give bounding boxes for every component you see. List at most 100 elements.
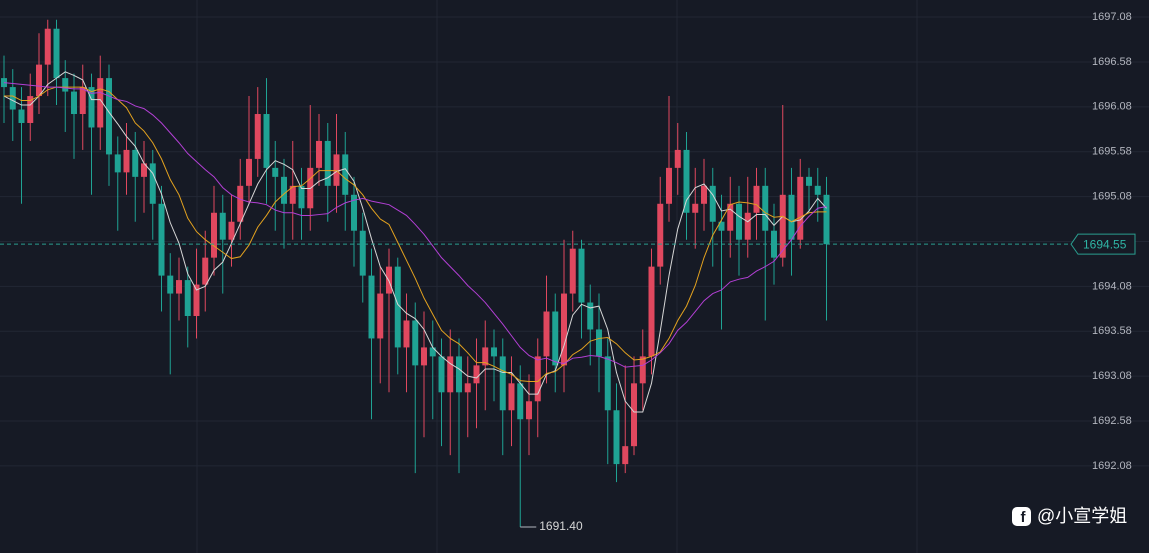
candle-body xyxy=(604,356,611,411)
candle-body xyxy=(814,185,821,195)
candle-body xyxy=(176,280,182,294)
candle-body xyxy=(429,347,436,357)
candle-body xyxy=(421,347,427,366)
candle-body xyxy=(237,185,244,222)
candle-body xyxy=(412,320,419,366)
candle-body xyxy=(184,280,191,316)
candle-body xyxy=(246,158,252,186)
y-tick-label: 1693.58 xyxy=(1092,325,1132,337)
candle-body xyxy=(473,365,480,384)
candle-body xyxy=(692,203,699,213)
candle-body xyxy=(211,212,217,258)
candle-body xyxy=(62,78,69,92)
candle-body xyxy=(508,383,515,411)
y-tick-label: 1692.58 xyxy=(1092,415,1132,427)
y-tick-label: 1697.08 xyxy=(1092,11,1132,23)
candle-body xyxy=(797,176,804,240)
candle-body xyxy=(736,203,742,240)
y-tick-label: 1696.58 xyxy=(1092,56,1132,68)
candle-body xyxy=(27,96,34,123)
candle-body xyxy=(491,347,497,357)
candle-body xyxy=(578,248,585,303)
current-price-box xyxy=(1070,233,1136,255)
candle-body xyxy=(517,383,524,420)
time-grid xyxy=(196,0,918,553)
candle-body xyxy=(456,356,462,393)
candle-body xyxy=(219,212,226,240)
watermark: f @小宣学姐 xyxy=(1012,506,1127,526)
facebook-icon-letter: f xyxy=(1021,509,1027,526)
candle-body xyxy=(683,149,690,213)
candle-body xyxy=(666,167,672,204)
candle-body xyxy=(202,257,209,285)
candle-body xyxy=(464,383,471,393)
candle-body xyxy=(648,266,655,357)
candle-body xyxy=(351,194,357,231)
candle-body xyxy=(158,203,165,276)
candle-body xyxy=(281,176,287,204)
candle-body xyxy=(447,356,454,393)
candle-body xyxy=(36,64,42,97)
candle-body xyxy=(79,87,86,115)
y-tick-label: 1694.08 xyxy=(1092,280,1132,292)
candle-body xyxy=(674,149,681,168)
candle-body xyxy=(18,109,25,123)
candle-body xyxy=(561,293,567,366)
moving-average-line xyxy=(4,86,827,383)
candle-body xyxy=(97,78,104,128)
candle-body xyxy=(622,446,629,465)
candle-body xyxy=(744,212,751,240)
candle-body xyxy=(806,176,812,186)
candle-body xyxy=(141,163,147,177)
candle-body xyxy=(298,185,305,209)
facebook-icon xyxy=(1012,507,1031,526)
candle-body xyxy=(9,87,16,110)
candle-body xyxy=(167,275,174,294)
watermark-text: @小宣学姐 xyxy=(1037,506,1127,526)
candle-body xyxy=(106,78,112,155)
candle-body xyxy=(499,356,506,411)
candle-body xyxy=(823,194,830,245)
candle-body xyxy=(44,28,51,65)
candle-body xyxy=(254,114,261,159)
moving-average-line xyxy=(3,71,827,413)
candle-body xyxy=(132,149,139,177)
candle-body xyxy=(272,167,279,177)
candle-body xyxy=(543,311,550,357)
y-tick-label: 1693.08 xyxy=(1092,370,1132,382)
candle-body xyxy=(639,356,646,384)
candle-body xyxy=(324,140,331,186)
candle-body xyxy=(718,221,725,231)
candle-body xyxy=(359,230,366,276)
candle-body xyxy=(709,185,716,222)
candle-body xyxy=(71,91,77,115)
candle-body xyxy=(482,347,489,366)
candle-body xyxy=(123,149,130,173)
candle-body xyxy=(534,356,541,402)
low-annotation-label: 1691.40 xyxy=(539,519,583,533)
candle-body xyxy=(788,194,795,240)
candle-body xyxy=(779,194,786,258)
candle-body xyxy=(316,140,322,168)
candle-body xyxy=(596,329,602,357)
candle-body xyxy=(88,87,95,128)
candle-body xyxy=(613,410,620,465)
candle-body xyxy=(193,284,200,316)
candle-body xyxy=(753,185,760,213)
candle-body xyxy=(263,114,270,168)
candle-body xyxy=(631,383,637,447)
candle-body xyxy=(587,302,594,330)
candle-body xyxy=(657,203,664,267)
candle-body xyxy=(342,154,349,195)
y-tick-label: 1695.08 xyxy=(1092,191,1132,203)
moving-average-line xyxy=(3,82,827,368)
candle-body xyxy=(727,203,734,231)
candle-body xyxy=(149,163,156,204)
candle-body xyxy=(394,266,401,348)
candle-body xyxy=(526,401,532,420)
y-tick-label: 1696.08 xyxy=(1092,101,1132,113)
candle-body xyxy=(114,154,121,173)
candle-body xyxy=(289,185,296,204)
candle-body xyxy=(701,185,707,204)
